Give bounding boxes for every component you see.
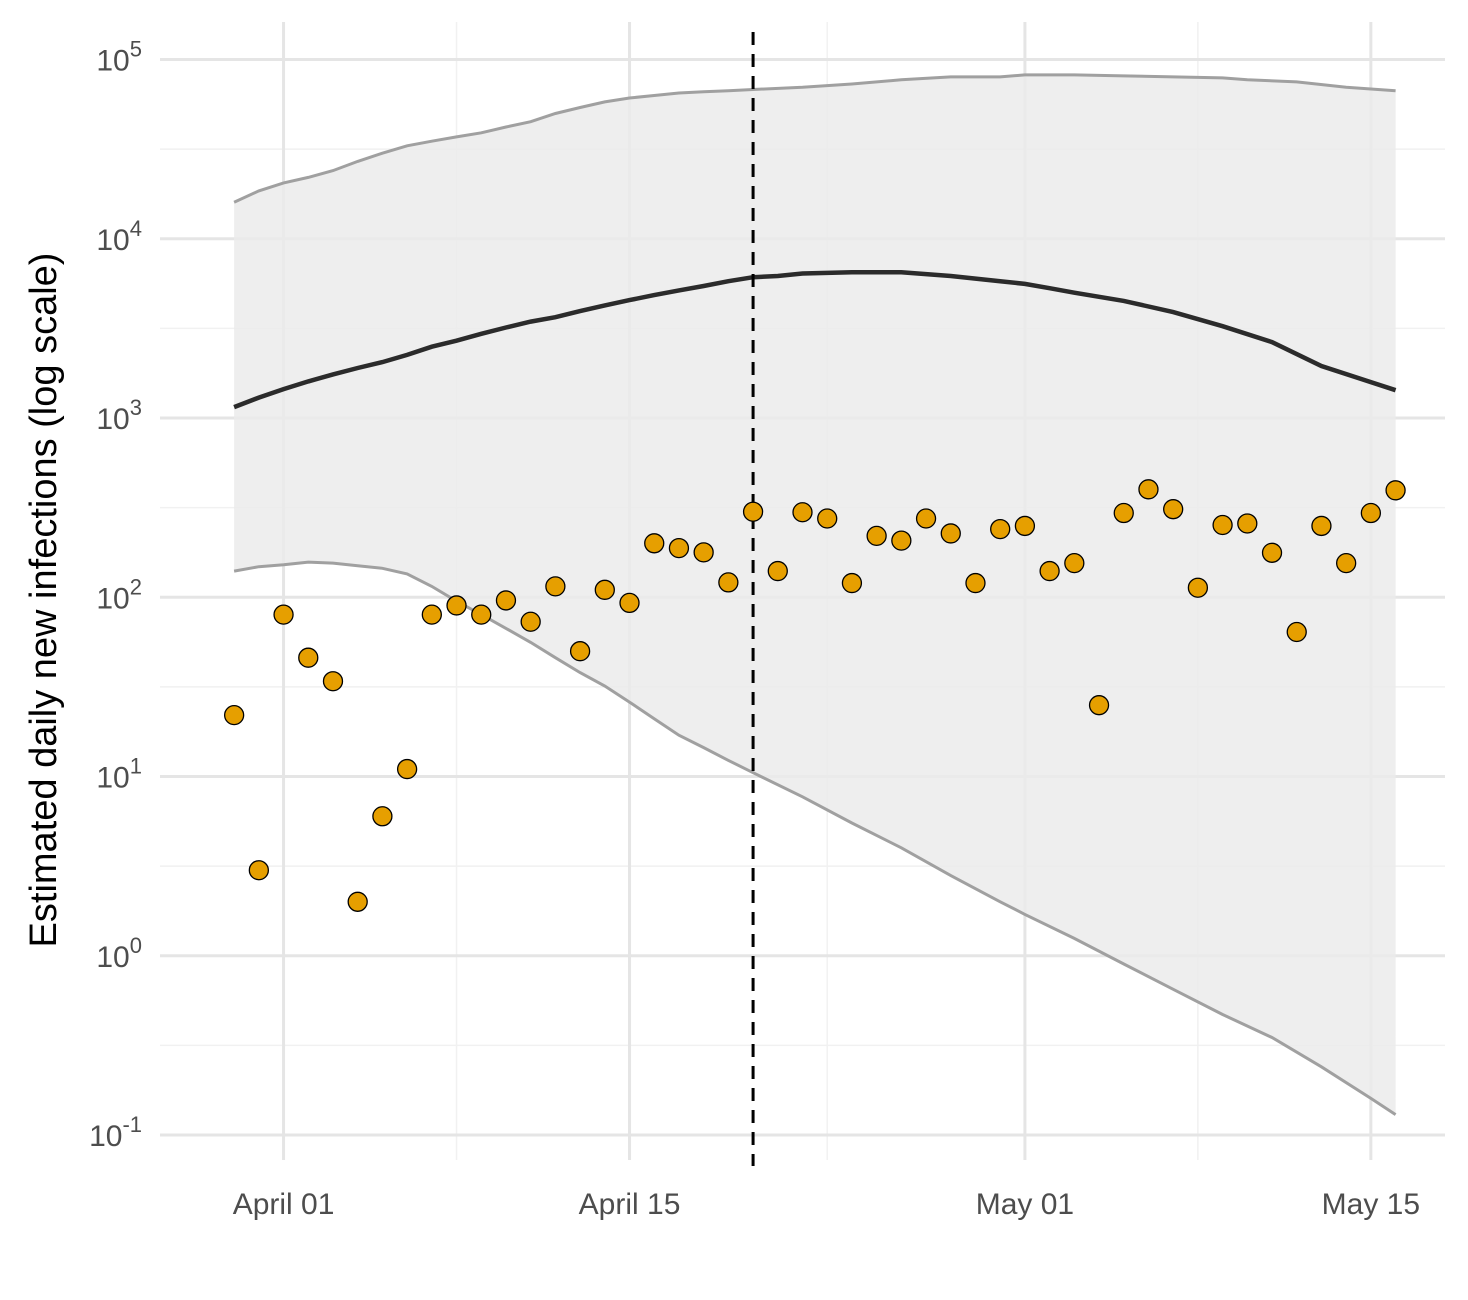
data-point [1014, 515, 1036, 537]
data-point [1385, 480, 1406, 501]
data-point [347, 891, 368, 912]
data-point [396, 758, 418, 780]
y-tick-base: 10 [96, 762, 129, 795]
data-point [1212, 514, 1233, 536]
data-point [1237, 513, 1258, 534]
data-point [940, 523, 961, 544]
data-point [1360, 502, 1382, 524]
x-tick-label: May 01 [976, 1188, 1074, 1221]
data-point [718, 572, 739, 593]
y-tick-label: 10-1 [89, 1112, 142, 1153]
y-tick-exponent: 1 [130, 754, 142, 779]
data-point [1286, 621, 1307, 643]
y-tick-base: 10 [96, 941, 129, 974]
data-point [915, 508, 937, 529]
y-tick-exponent: -1 [122, 1112, 142, 1137]
y-tick-label: 101 [96, 754, 142, 795]
y-tick-exponent: 3 [130, 395, 142, 420]
data-point [1039, 560, 1060, 582]
band-upper-edge [233, 73, 1396, 204]
data-point [742, 501, 764, 522]
data-point [520, 611, 541, 632]
y-tick-base: 10 [96, 403, 129, 436]
y-tick-label: 105 [96, 37, 142, 78]
data-point [248, 860, 269, 881]
observed-points [223, 479, 1406, 912]
y-tick-label: 104 [96, 216, 142, 257]
y-tick-label: 102 [96, 574, 142, 615]
data-point [644, 533, 665, 554]
y-tick-label: 100 [96, 933, 142, 974]
data-point [792, 502, 813, 523]
median-line [233, 270, 1397, 410]
data-point [767, 560, 788, 582]
data-point [495, 590, 517, 611]
data-point [471, 604, 492, 625]
data-point [1064, 552, 1085, 574]
data-point [372, 806, 393, 827]
x-tick-label: April 15 [579, 1188, 681, 1221]
data-point [668, 537, 690, 559]
data-point [1336, 552, 1357, 574]
data-point [1113, 502, 1134, 524]
y-tick-label: 103 [96, 395, 142, 436]
data-point [817, 508, 838, 529]
y-tick-base: 10 [96, 224, 129, 257]
data-point [569, 641, 591, 662]
data-point [223, 704, 245, 726]
data-point [273, 604, 294, 625]
y-tick-base: 10 [96, 582, 129, 615]
data-point [1311, 515, 1332, 537]
data-point [841, 572, 863, 594]
y-axis-title: Estimated daily new infections (log scal… [23, 253, 65, 948]
data-point [990, 518, 1011, 540]
y-tick-exponent: 5 [130, 37, 142, 62]
data-point [1187, 577, 1209, 598]
data-point [594, 579, 615, 600]
data-point [1138, 479, 1159, 500]
data-point [693, 542, 714, 563]
x-tick-label: April 01 [233, 1188, 335, 1221]
y-tick-exponent: 4 [130, 216, 142, 241]
data-point [1088, 695, 1110, 716]
data-point [421, 604, 442, 625]
data-point [619, 592, 640, 614]
y-tick-exponent: 2 [130, 574, 142, 599]
data-point [891, 530, 912, 551]
data-point [298, 647, 319, 668]
data-point [1163, 499, 1184, 520]
x-tick-label: May 15 [1322, 1188, 1420, 1221]
data-point [965, 572, 986, 594]
data-point [1261, 542, 1283, 563]
x-tick-labels: April 01 April 15 May 01 May 15 [233, 1188, 1420, 1221]
data-point [866, 525, 887, 547]
data-point [322, 671, 344, 692]
y-tick-base: 10 [89, 1120, 122, 1153]
data-point [446, 595, 467, 616]
band-lower-edge [233, 560, 1397, 1116]
uncertainty-band [234, 74, 1396, 1115]
data-point [545, 576, 566, 597]
y-tick-base: 10 [96, 45, 129, 78]
y-tick-exponent: 0 [130, 933, 142, 958]
